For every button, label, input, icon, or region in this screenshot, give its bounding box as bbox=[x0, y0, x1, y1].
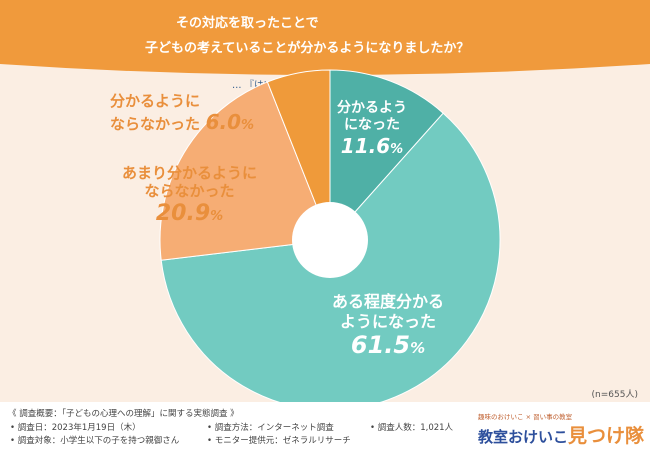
logo-name: 教室おけいこ bbox=[478, 428, 569, 446]
sample-size: (n=655人) bbox=[591, 390, 638, 400]
survey-provider: • モニター提供元：ゼネラルリサーチ bbox=[207, 436, 351, 446]
question-line-2: 子どもの考えていることが分かるようになりましたか？ bbox=[145, 41, 470, 56]
slice-value-0: 11.6 bbox=[340, 134, 391, 159]
slice-label-0-line1: 分かるよう bbox=[337, 100, 407, 116]
slice-label-1: ある程度分かる ようになった 61.5% bbox=[332, 292, 445, 360]
survey-date: • 調査日：2023年1月19日（木） bbox=[10, 423, 141, 433]
slice-label-1-line1: ある程度分かる bbox=[332, 292, 445, 311]
slice-value-2: 20.9 bbox=[155, 200, 211, 226]
header-banner: その対応を取ったことで 子どもの考えていることが分かるようになりましたか？ bbox=[0, 0, 650, 82]
survey-overview: 《 調査概要：「子どもの心理への理解」に関する実態調査 》 bbox=[8, 409, 239, 419]
slice-label-2-line2: ならなかった bbox=[144, 182, 235, 201]
slice-label-2: あまり分かるように ならなかった 20.9% bbox=[122, 164, 258, 226]
slice-label-0: 分かるよう になった 11.6% bbox=[337, 100, 407, 159]
slice-label-0-line2: になった bbox=[344, 117, 400, 134]
slice-label-3-line1: 分かるように bbox=[110, 92, 201, 110]
slice-value-1: 61.5 bbox=[350, 331, 411, 360]
slice-label-3: 分かるように ならなかった 6.0% bbox=[110, 92, 255, 135]
slice-value-3: 6.0 bbox=[205, 110, 242, 135]
slice-label-3-line2: ならなかった bbox=[110, 115, 201, 134]
pie-slice-3 bbox=[266, 69, 331, 241]
survey-target: • 調査対象：小学生以下の子を持つ親御さん bbox=[10, 436, 180, 446]
pie-slice-0 bbox=[329, 69, 444, 242]
slice-label-1-line2: ようになった bbox=[340, 311, 437, 331]
question-line-1: その対応を取ったことで bbox=[176, 16, 319, 31]
banner-shape bbox=[0, 0, 650, 75]
pie-slice-2 bbox=[159, 81, 331, 261]
survey-footer: 《 調査概要：「子どもの心理への理解」に関する実態調査 》 • 調査日：2023… bbox=[0, 402, 650, 450]
donut-hole bbox=[292, 202, 368, 278]
logo-name-accent: 見つけ隊 bbox=[568, 425, 645, 447]
survey-count: • 調査人数：1,021人 bbox=[370, 423, 454, 433]
logo-tagline: 趣味のおけいこ × 習い事の教室 bbox=[478, 413, 573, 421]
slice-label-2-line1: あまり分かるように bbox=[122, 164, 258, 182]
site-logo: 教室おけいこ見つけ隊 bbox=[478, 421, 644, 448]
survey-method: • 調査方法：インターネット調査 bbox=[207, 423, 334, 433]
